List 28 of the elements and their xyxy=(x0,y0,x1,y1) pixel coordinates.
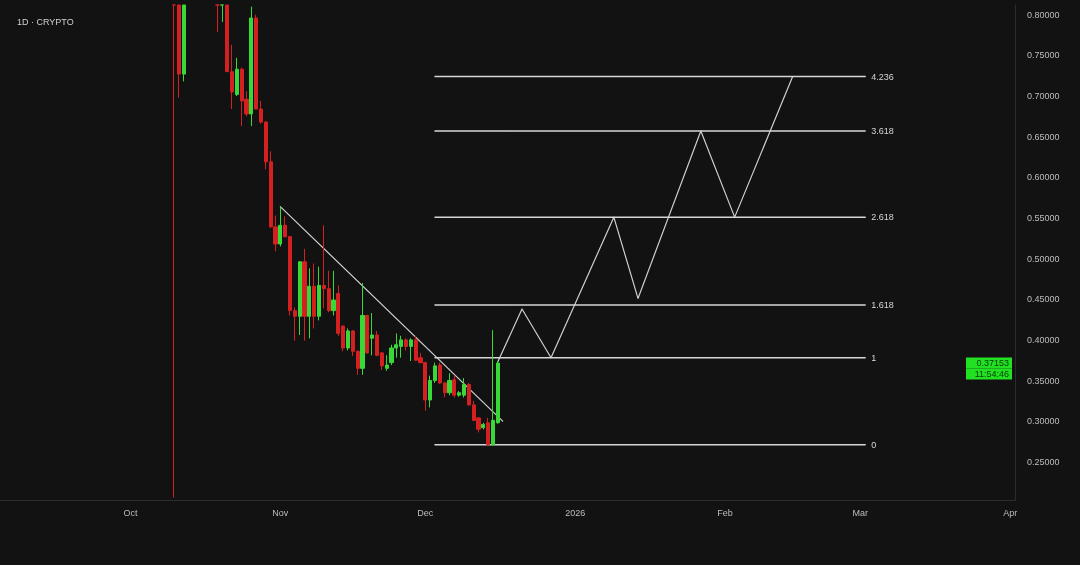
y-tick-label: 0.65000 xyxy=(1027,131,1060,142)
y-tick-label: 0.60000 xyxy=(1027,172,1060,183)
y-tick-label: 0.75000 xyxy=(1027,50,1060,61)
y-tick-label: 0.55000 xyxy=(1027,212,1060,223)
x-tick-label: Apr xyxy=(1003,507,1018,518)
y-tick-label: 0.25000 xyxy=(1027,456,1060,467)
x-tick-label: Nov xyxy=(272,507,289,518)
series-label: 1 xyxy=(871,352,877,363)
y-tick-label: 0.70000 xyxy=(1027,91,1060,102)
y-tick-label: 0.50000 xyxy=(1027,253,1060,264)
x-tick-label: Dec xyxy=(417,507,434,518)
y-tick-label: 0.45000 xyxy=(1027,294,1060,305)
annotation: 0.37153 xyxy=(976,358,1009,369)
x-tick-label: Mar xyxy=(852,507,869,518)
text: 1D · CRYPTO xyxy=(17,16,74,27)
series-label: 0 xyxy=(871,439,877,450)
series-label: 3.618 xyxy=(871,125,894,136)
series-label: 2.618 xyxy=(871,212,894,223)
x-tick-label: 2026 xyxy=(565,507,586,518)
y-tick-label: 0.35000 xyxy=(1027,375,1060,386)
x-tick-label: Feb xyxy=(717,507,733,518)
y-tick-label: 0.40000 xyxy=(1027,334,1060,345)
y-tick-label: 0.30000 xyxy=(1027,416,1060,427)
y-tick-label: 0.80000 xyxy=(1027,9,1060,20)
annotation: 11:54:46 xyxy=(974,369,1009,380)
series-label: 4.236 xyxy=(871,71,894,82)
x-tick-label: Oct xyxy=(123,507,138,518)
series-label: 1.618 xyxy=(871,299,894,310)
